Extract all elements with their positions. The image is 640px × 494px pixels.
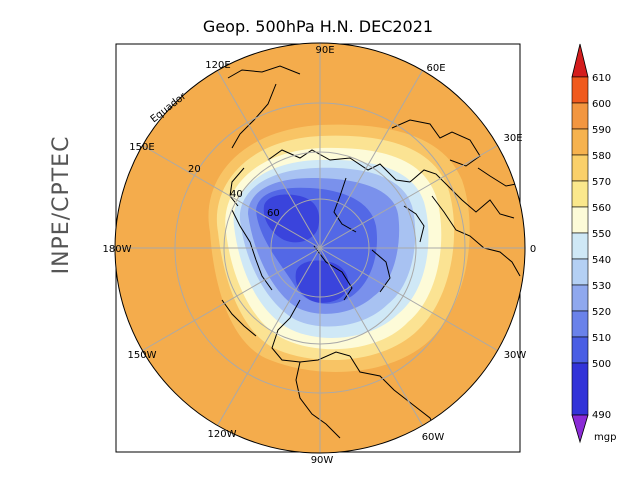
- lon-label-180w: 180W: [103, 244, 132, 255]
- colorbar-label-490: 490: [592, 410, 611, 421]
- map-figure: Geop. 500hPa H.N. DEC2021 INPE/CPTEC: [0, 0, 640, 494]
- colorbar-label-550: 550: [592, 229, 611, 240]
- map-title: Geop. 500hPa H.N. DEC2021: [203, 17, 433, 36]
- side-label: INPE/CPTEC: [49, 136, 74, 275]
- colorbar-under-arrow: [572, 415, 588, 442]
- colorbar-label-580: 580: [592, 151, 611, 162]
- colorbar-bin-520-510: [572, 311, 588, 337]
- lon-label-150e: 150E: [129, 142, 154, 153]
- colorbar-label-520: 520: [592, 307, 611, 318]
- colorbar-label-590: 590: [592, 125, 611, 136]
- lon-label-120w: 120W: [208, 429, 237, 440]
- colorbar-bin-560-550: [572, 207, 588, 233]
- colorbar-bin-550-540: [572, 233, 588, 259]
- colorbar-label-610: 610: [592, 73, 611, 84]
- colorbar-bin-610-600: [572, 77, 588, 103]
- lon-label-60e: 60E: [426, 63, 445, 74]
- colorbar-bin-570-560: [572, 181, 588, 207]
- lon-label-90w: 90W: [311, 455, 334, 466]
- colorbar-label-540: 540: [592, 255, 611, 266]
- lon-label-120e: 120E: [205, 60, 230, 71]
- lon-label-0: 0: [530, 244, 536, 255]
- colorbar-over-arrow: [572, 44, 588, 77]
- lon-label-150w: 150W: [128, 350, 157, 361]
- colorbar-label-600: 600: [592, 99, 611, 110]
- colorbar-bin-590-580: [572, 129, 588, 155]
- colorbar-unit: mgp: [594, 432, 616, 443]
- colorbar-label-570: 570: [592, 177, 611, 188]
- colorbar-label-530: 530: [592, 281, 611, 292]
- lon-label-30w: 30W: [504, 350, 527, 361]
- lon-label-90e: 90E: [315, 45, 334, 56]
- lon-label-60w: 60W: [422, 432, 445, 443]
- lat-label-60: 60: [267, 208, 280, 219]
- lat-label-40: 40: [230, 189, 243, 200]
- colorbar-label-510: 510: [592, 333, 611, 344]
- colorbar-bin-540-530: [572, 259, 588, 285]
- colorbar-bin-510-500: [572, 337, 588, 363]
- colorbar-bin-500-490: [572, 363, 588, 415]
- lat-label-20: 20: [188, 164, 201, 175]
- colorbar-label-560: 560: [592, 203, 611, 214]
- colorbar-bin-600-590: [572, 103, 588, 129]
- colorbar-label-500: 500: [592, 359, 611, 370]
- colorbar-bin-530-520: [572, 285, 588, 311]
- colorbar-bin-580-570: [572, 155, 588, 181]
- lon-label-30e: 30E: [503, 133, 522, 144]
- colorbar: 610 600 590 580 570 560 550 540 530 520 …: [572, 44, 616, 443]
